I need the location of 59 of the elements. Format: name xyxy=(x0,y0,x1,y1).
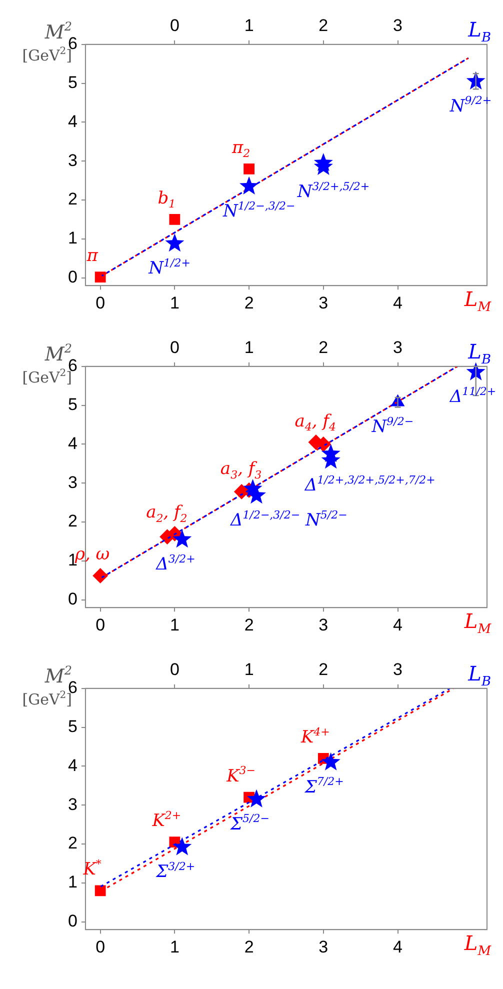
x-tick-label: 0 xyxy=(96,293,106,312)
point xyxy=(94,272,106,282)
x2-tick-label: 0 xyxy=(170,338,180,357)
point xyxy=(94,885,106,896)
x2-tick-label: 0 xyxy=(170,660,180,679)
x-tick-label: 3 xyxy=(318,615,328,634)
point xyxy=(92,568,108,584)
point xyxy=(246,789,266,808)
x2-tick-label: 2 xyxy=(318,660,328,679)
y-tick-label: 5 xyxy=(68,72,78,92)
x-tick-label: 4 xyxy=(393,937,402,956)
y-tick-label: 3 xyxy=(68,150,78,170)
annotation: π xyxy=(86,246,99,266)
x2-tick-label: 2 xyxy=(318,16,328,35)
y-tick-label: 5 xyxy=(68,716,78,736)
x-tick-label: 0 xyxy=(96,615,106,634)
y-tick-label: 4 xyxy=(68,756,78,775)
x-tick-label: 4 xyxy=(393,615,402,634)
y-tick-label: 4 xyxy=(68,434,78,453)
y-tick-label: 0 xyxy=(68,590,78,609)
x-tick-label: 1 xyxy=(170,937,180,956)
x2-tick-label: 0 xyxy=(170,16,180,35)
x2-tick-label: 3 xyxy=(393,16,402,35)
x-tick-label: 4 xyxy=(393,293,402,312)
x2-tick-label: 2 xyxy=(318,338,328,357)
point xyxy=(169,214,180,225)
y-tick-label: 2 xyxy=(68,834,78,853)
x-tick-label: 1 xyxy=(170,615,180,634)
point xyxy=(165,234,184,252)
x2-tick-label: 1 xyxy=(244,660,254,679)
y-tick-label: 3 xyxy=(68,472,78,492)
point xyxy=(314,153,333,172)
x-tick-label: 3 xyxy=(318,293,328,312)
x2-tick-label: 3 xyxy=(393,660,402,679)
x-tick-label: 2 xyxy=(244,937,254,956)
point xyxy=(244,163,254,174)
x2-tick-label: 1 xyxy=(244,16,254,35)
point xyxy=(172,837,192,856)
x-tick-label: 3 xyxy=(318,937,328,956)
y-tick-label: 1 xyxy=(68,228,78,248)
point xyxy=(172,530,192,548)
y-tick-label: 2 xyxy=(68,190,78,209)
y-tick-label: 5 xyxy=(68,394,78,414)
y-tick-label: 1 xyxy=(68,872,78,892)
x2-tick-label: 3 xyxy=(393,338,402,357)
x-tick-label: 1 xyxy=(170,293,180,312)
annotation: K* xyxy=(82,858,102,880)
x-tick-label: 0 xyxy=(96,937,106,956)
x2-tick-label: 1 xyxy=(244,338,254,357)
point xyxy=(321,752,340,770)
x-tick-label: 2 xyxy=(244,293,254,312)
y-tick-label: 4 xyxy=(68,112,78,131)
y-tick-label: 3 xyxy=(68,794,78,814)
y-tick-label: 0 xyxy=(68,912,78,931)
y-tick-label: 0 xyxy=(68,268,78,287)
point xyxy=(246,486,266,504)
point xyxy=(240,176,259,194)
y-tick-label: 2 xyxy=(68,512,78,531)
x-tick-label: 2 xyxy=(244,615,254,634)
